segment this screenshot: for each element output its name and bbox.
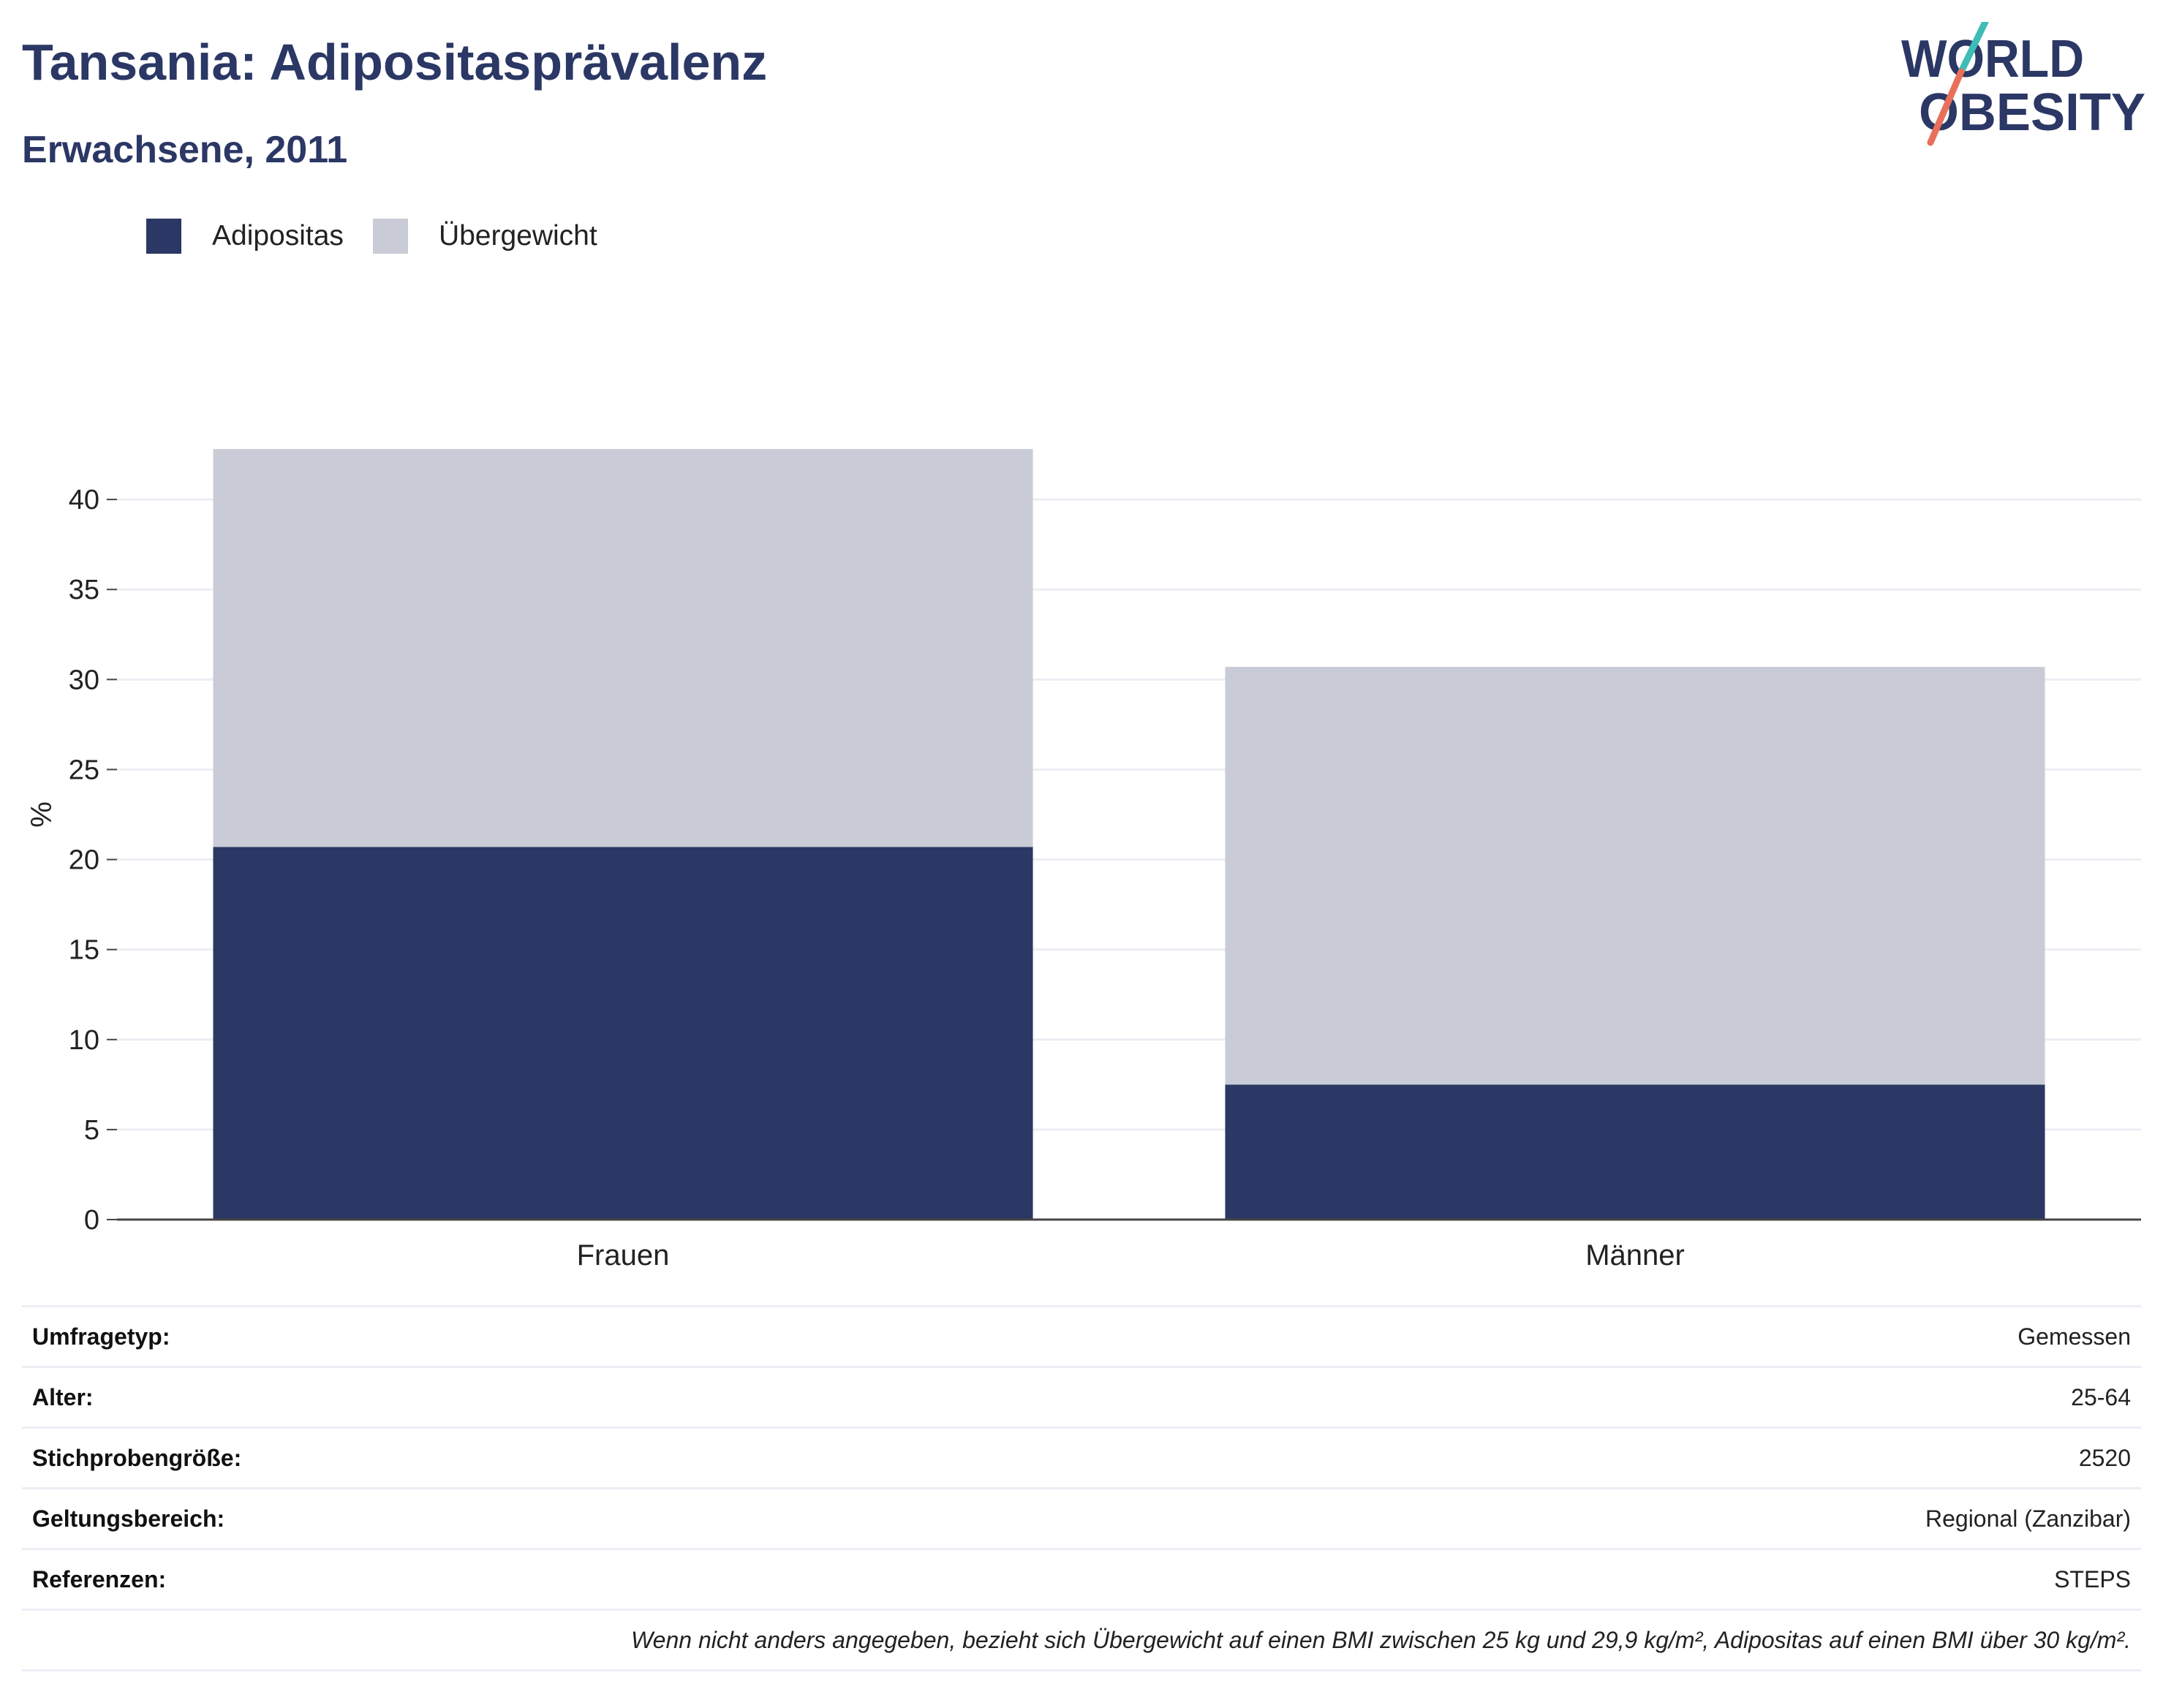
logo-line1: WORLD: [1901, 30, 2084, 88]
logo-slash-bottom: [1927, 68, 1965, 146]
y-tick-label: 30: [69, 665, 99, 695]
info-row-survey-type: Umfragetyp: Gemessen: [22, 1305, 2141, 1367]
x-tick-label: Männer: [1585, 1239, 1685, 1271]
y-tick-label: 0: [84, 1205, 99, 1236]
info-key: Alter:: [22, 1366, 1091, 1428]
info-value: 25-64: [1090, 1366, 2141, 1428]
chart-legend: Adipositas Übergewicht: [146, 216, 627, 257]
chart-title: Tansania: Adipositasprävalenz: [22, 34, 768, 91]
info-value: Gemessen: [1090, 1305, 2141, 1367]
y-tick-label: 5: [84, 1115, 99, 1146]
legend-item-uebergewicht[interactable]: Übergewicht: [372, 219, 597, 254]
info-row-scope: Geltungsbereich: Regional (Zanzibar): [22, 1487, 2141, 1549]
info-value: Regional (Zanzibar): [1090, 1487, 2141, 1549]
y-tick-label: 25: [69, 755, 99, 785]
y-tick-label: 20: [69, 845, 99, 876]
legend-label-adipositas: Adipositas: [212, 220, 344, 252]
info-row-age: Alter: 25-64: [22, 1366, 2141, 1428]
logo-slash-top: [1958, 22, 1989, 75]
y-tick-label: 10: [69, 1025, 99, 1056]
x-tick-label: Frauen: [577, 1239, 670, 1271]
y-tick-label: 15: [69, 935, 99, 966]
legend-swatch-adipositas: [146, 219, 181, 254]
y-tick-label: 35: [69, 575, 99, 605]
bmi-footnote: Wenn nicht anders angegeben, bezieht sic…: [22, 1609, 2141, 1671]
info-row-sample-size: Stichprobengröße: 2520: [22, 1427, 2141, 1489]
bars: [213, 449, 2045, 1220]
info-value: 2520: [1090, 1427, 2141, 1489]
stacked-bar-chart: 0 5 10 15 20 25 30 35 40% Frauen Männer: [26, 449, 2141, 1271]
info-value: STEPS: [1090, 1548, 2141, 1610]
info-row-references: Referenzen: STEPS: [22, 1548, 2141, 1610]
info-row-footnote: Wenn nicht anders angegeben, bezieht sic…: [22, 1609, 2141, 1671]
logo-line2: OBESITY: [1919, 83, 2145, 142]
legend-label-uebergewicht: Übergewicht: [438, 220, 597, 252]
info-key: Umfragetyp:: [22, 1305, 1091, 1367]
bar-adipositas-m-nner: [1225, 1084, 2045, 1220]
bar--bergewicht-m-nner: [1225, 667, 2045, 1085]
y-tick-label: 40: [69, 485, 99, 515]
chart-subtitle: Erwachsene, 2011: [22, 129, 348, 171]
axes: 0 5 10 15 20 25 30 35 40% Frauen Männer: [26, 485, 2141, 1271]
bar--bergewicht-frauen: [213, 449, 1033, 847]
info-key: Stichprobengröße:: [22, 1427, 1091, 1489]
info-key: Referenzen:: [22, 1548, 1091, 1610]
legend-item-adipositas[interactable]: Adipositas: [146, 219, 344, 254]
legend-swatch-uebergewicht: [372, 219, 408, 254]
world-obesity-logo: WORLD OBESITY: [1901, 22, 2145, 146]
bar-adipositas-frauen: [213, 847, 1033, 1220]
survey-info-table: Umfragetyp: Gemessen Alter: 25-64 Stichp…: [22, 1305, 2141, 1671]
info-key: Geltungsbereich:: [22, 1487, 1091, 1549]
y-axis-label: %: [26, 801, 58, 828]
